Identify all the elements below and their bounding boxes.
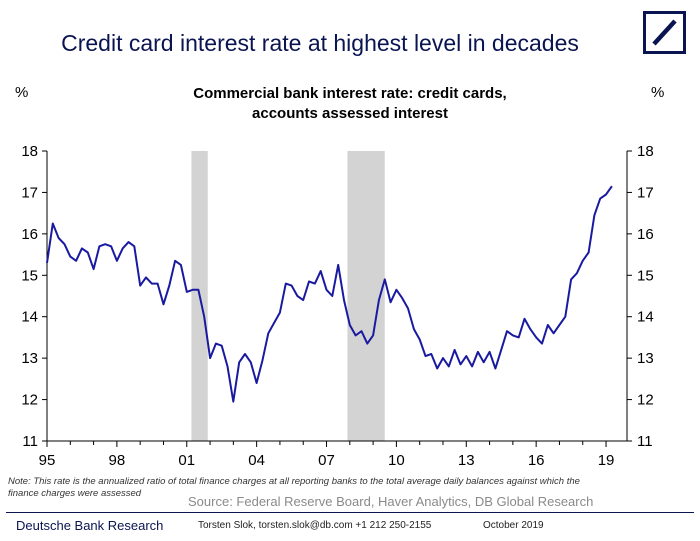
y-tick-label-left: 13 [21,350,38,367]
chart-subtitle-line-1: Commercial bank interest rate: credit ca… [193,85,507,102]
footer-divider [6,512,694,513]
recession-bands [191,151,385,441]
x-tick-label: 16 [528,452,545,469]
y-tick-label-right: 15 [637,267,654,284]
right-axis-unit: % [651,84,665,101]
y-tick-label-right: 17 [637,184,654,201]
left-axis-unit: % [15,84,29,101]
y-tick-label-right: 18 [637,143,654,160]
recession-band-2 [347,151,385,441]
credit-card-rate-line [46,185,613,403]
y-tick-label-right: 16 [637,226,654,243]
chart-note: Note: This rate is the annualized ratio … [8,476,580,499]
chart-source: Source: Federal Reserve Board, Haver Ana… [188,494,594,509]
x-tick-label: 01 [178,452,195,469]
x-tick-label: 10 [388,452,405,469]
y-tick-label-right: 12 [637,392,654,409]
y-tick-label-left: 18 [21,143,38,160]
footer-contact: Torsten Slok, torsten.slok@db.com +1 212… [198,520,432,531]
y-tick-label-left: 12 [21,392,38,409]
x-tick-label: 13 [458,452,475,469]
y-tick-label-right: 13 [637,350,654,367]
y-tick-label-left: 16 [21,226,38,243]
footer-brand: Deutsche Bank Research [16,518,164,533]
chart-subtitle-line-2: accounts assessed interest [252,105,448,122]
x-tick-label: 98 [109,452,126,469]
y-tick-label-left: 15 [21,267,38,284]
y-tick-label-right: 11 [637,433,653,450]
y-tick-label-left: 14 [21,309,38,326]
chart-title: Credit card interest rate at highest lev… [61,30,579,56]
deutsche-bank-logo [643,11,686,54]
x-tick-label: 07 [318,452,335,469]
x-axis: 95 98 01 04 07 10 13 16 19 [39,441,615,469]
y-axis: 11 11 12 12 13 13 14 14 15 15 16 16 17 17 18 18 [21,143,653,450]
x-tick-label: 19 [598,452,615,469]
line-chart: 11 11 12 12 13 13 14 14 15 15 16 16 17 17 18 18 95 98 01 0… [21,143,653,469]
x-tick-label: 04 [248,452,265,469]
y-tick-label-left: 17 [21,184,38,201]
chart-subtitle: Commercial bank interest rate: credit ca… [0,84,700,124]
x-tick-label: 95 [39,452,56,469]
y-tick-label-right: 14 [637,309,654,326]
footer-date: October 2019 [483,520,544,531]
y-tick-label-left: 11 [22,433,38,450]
